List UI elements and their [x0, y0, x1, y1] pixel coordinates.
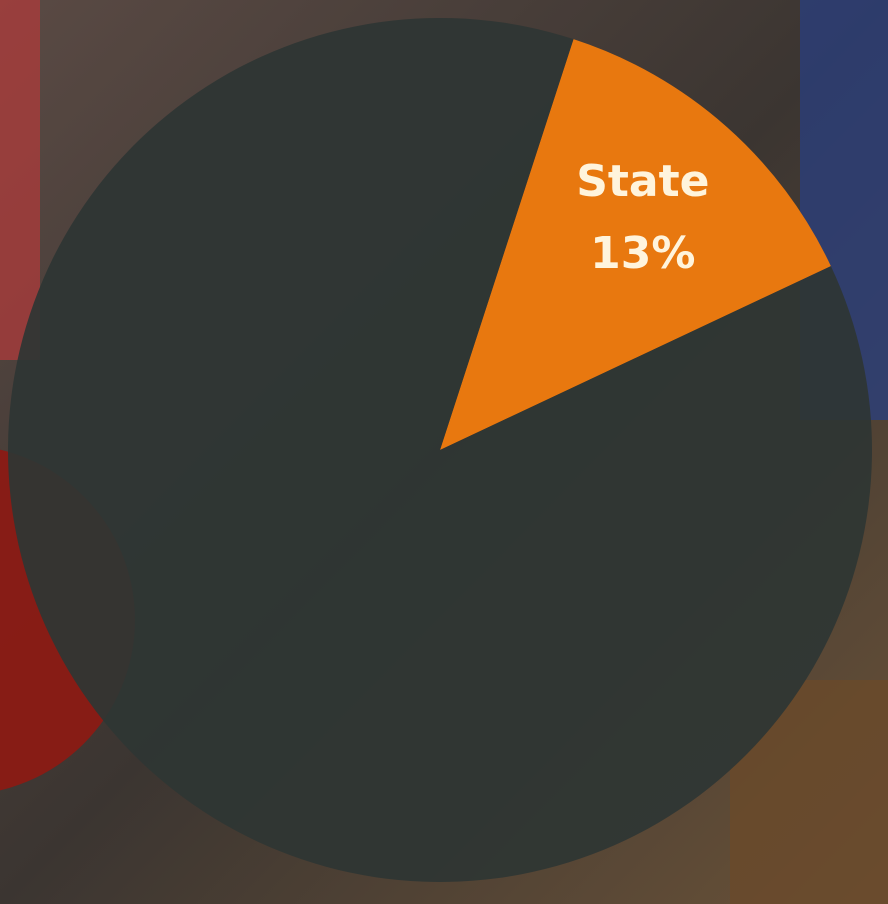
pie-slice: [440, 39, 831, 450]
flag: [0, 0, 40, 360]
pie: State 13%: [8, 17, 873, 882]
pie-slice: [8, 17, 873, 882]
slice-value-label: 13%: [590, 228, 695, 279]
slice-label: State: [576, 156, 709, 207]
